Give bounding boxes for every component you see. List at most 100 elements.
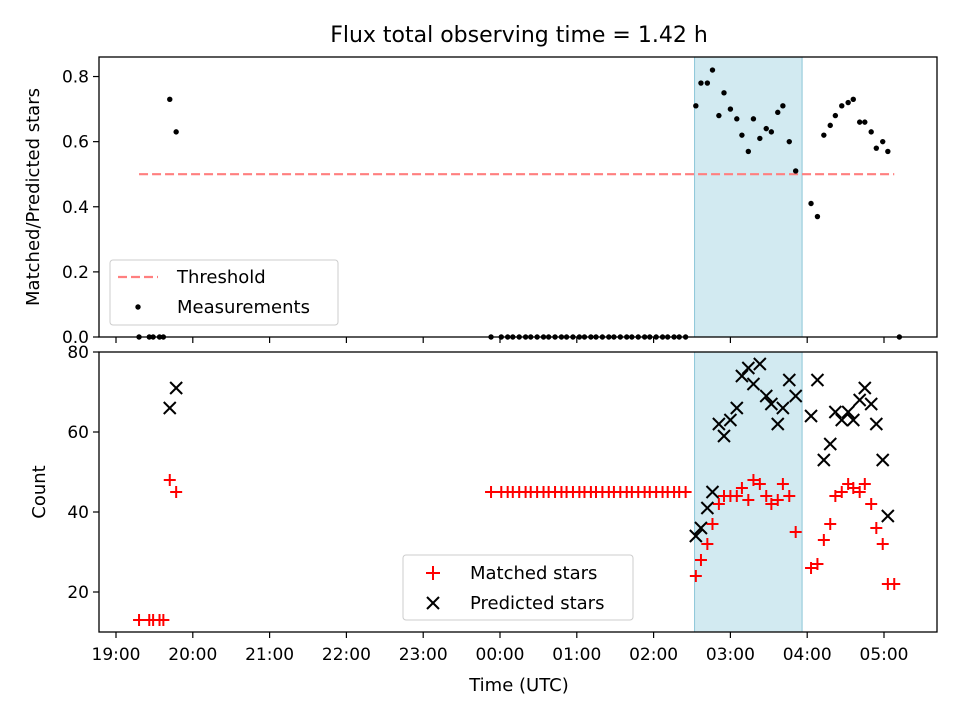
- top-x-ticks: [115, 337, 885, 343]
- measurement-point: [856, 119, 863, 125]
- measurement-point: [862, 119, 868, 125]
- measurement-point: [845, 99, 851, 106]
- bottom-legend: Matched stars Predicted stars: [402, 554, 634, 621]
- top-ytick-label: 0.4: [62, 198, 89, 218]
- matched-stars-points: [133, 474, 901, 626]
- matched-stars-legend-swatch: [426, 566, 440, 580]
- measurement-point: [727, 106, 734, 112]
- predicted-star-point: [723, 413, 738, 427]
- matched-star-point: [765, 498, 778, 510]
- predicted-star-point: [759, 389, 773, 403]
- measurement-point: [757, 135, 763, 142]
- predicted-star-point: [782, 373, 796, 387]
- predicted-star-point: [869, 417, 884, 431]
- matched-star-point: [170, 486, 183, 498]
- predicted-stars-points: [163, 357, 895, 543]
- matched-star-point: [789, 526, 802, 538]
- measurement-point: [704, 80, 711, 86]
- matched-star-point: [824, 518, 837, 530]
- measurement-point: [827, 122, 833, 129]
- measurement-point: [745, 148, 752, 155]
- top-ytick-label: 0.6: [62, 133, 89, 153]
- measurement-point: [792, 168, 799, 174]
- predicted-star-point: [788, 389, 803, 403]
- measurement-point: [873, 145, 880, 151]
- predicted-star-point: [730, 401, 744, 415]
- matched-star-point: [735, 482, 748, 494]
- bottom-ytick-label: 60: [67, 423, 89, 443]
- matched-star-point: [835, 486, 848, 498]
- xtick-label: 19:00: [92, 645, 141, 665]
- matched-star-point: [689, 570, 702, 582]
- predicted-star-point: [700, 501, 715, 515]
- matched-star-point: [701, 538, 714, 550]
- predicted-star-point: [735, 369, 749, 383]
- matched-star-point: [811, 558, 824, 570]
- xtick-label: 03:00: [706, 645, 755, 665]
- xtick-label: 04:00: [783, 645, 832, 665]
- bottom-shaded-span: [694, 351, 803, 633]
- predicted-star-point: [881, 509, 895, 523]
- matched-star-point: [847, 482, 860, 494]
- matched-star-point: [858, 478, 871, 490]
- measurements-legend-label: Measurements: [177, 297, 310, 318]
- matched-stars-legend-label: Matched stars: [470, 563, 597, 584]
- xtick-label: 01:00: [552, 645, 601, 665]
- matched-star-point: [888, 578, 901, 590]
- bottom-ytick-label: 40: [67, 503, 89, 523]
- top-shaded-span: [694, 56, 803, 338]
- predicted-star-point: [817, 453, 831, 467]
- predicted-star-point: [712, 417, 726, 431]
- predicted-star-point: [876, 453, 890, 467]
- predicted-star-point: [810, 373, 825, 387]
- matched-star-point: [870, 522, 883, 534]
- matched-star-point: [853, 486, 866, 498]
- predicted-star-point: [717, 429, 731, 443]
- matched-star-point: [783, 490, 796, 502]
- predicted-star-point: [746, 377, 761, 391]
- measurement-point: [808, 200, 814, 207]
- measurement-point: [693, 103, 699, 109]
- bottom-panel: 20 40 60 80 19:00 20:00 21:00 22:00 23:00 00:00 0…: [29, 343, 938, 696]
- predicted-star-point: [169, 381, 183, 395]
- xtick-label: 00:00: [476, 645, 525, 665]
- matched-star-point: [133, 614, 146, 626]
- predicted-star-point: [764, 397, 779, 411]
- measurement-point: [821, 132, 827, 138]
- predicted-star-point: [741, 361, 756, 375]
- top-ytick-label: 0.8: [62, 68, 89, 88]
- matched-star-point: [829, 490, 842, 502]
- predicted-stars-legend-label: Predicted stars: [470, 593, 604, 614]
- matched-star-point: [747, 474, 760, 486]
- x-axis-label: Time (UTC): [468, 675, 569, 696]
- matched-star-point: [760, 490, 773, 502]
- top-ytick-label: 0.0: [62, 328, 89, 348]
- measurement-point: [739, 132, 745, 138]
- predicted-star-point: [823, 437, 837, 451]
- xtick-label: 02:00: [629, 645, 678, 665]
- top-legend-box: [109, 259, 339, 326]
- top-y-axis-label: Matched/Predicted stars: [23, 88, 44, 306]
- top-legend: Threshold Measurements: [109, 259, 339, 326]
- top-panel: 0.00.20.40.60.8 Matched/Predicted stars …: [23, 56, 938, 348]
- matched-star-point: [817, 534, 830, 546]
- predicted-star-point: [852, 393, 867, 407]
- measurement-point: [734, 116, 740, 122]
- measurement-point: [839, 103, 845, 109]
- top-axes-frame: [98, 56, 938, 338]
- matched-star-point: [485, 486, 498, 498]
- matched-star-point: [753, 478, 766, 490]
- matched-star-point: [730, 490, 743, 502]
- bottom-y-ticks: 20 40 60 80: [67, 343, 99, 603]
- matched-star-point: [771, 494, 784, 506]
- matched-star-point: [865, 498, 878, 510]
- measurement-point: [698, 80, 704, 86]
- measurement-point: [721, 90, 727, 96]
- measurement-point: [716, 112, 722, 119]
- measurement-point: [775, 109, 781, 116]
- xtick-label: 21:00: [245, 645, 294, 665]
- measurements-legend-swatch: [135, 304, 141, 310]
- matched-star-point: [679, 486, 692, 498]
- matched-star-point: [742, 494, 755, 506]
- predicted-star-point: [163, 401, 177, 415]
